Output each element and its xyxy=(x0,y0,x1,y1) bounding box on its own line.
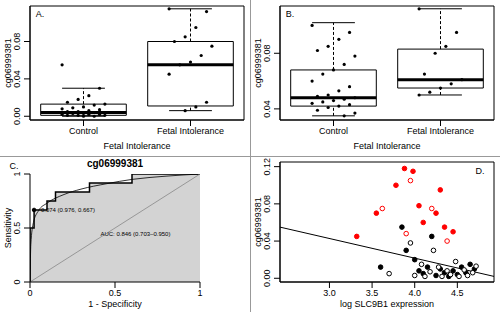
svg-text:4.5: 4.5 xyxy=(451,288,464,298)
html-text:cg06999381: cg06999381 xyxy=(252,197,263,247)
svg-text:Control: Control xyxy=(69,126,98,136)
svg-text:3.5: 3.5 xyxy=(366,288,379,298)
html-text:B.: B. xyxy=(285,8,295,19)
svg-text:0.04: 0.04 xyxy=(262,100,272,118)
svg-text:4.0: 4.0 xyxy=(408,288,421,298)
svg-text:0.04: 0.04 xyxy=(12,70,22,88)
html-text:cg06999381: cg06999381 xyxy=(86,158,144,169)
svg-text:AUC: 0.846 (0.703–0.950): AUC: 0.846 (0.703–0.950) xyxy=(100,231,170,237)
svg-text:0.5: 0.5 xyxy=(109,288,122,298)
html-text:log SLC9B1 expression: log SLC9B1 expression xyxy=(340,298,434,309)
svg-text:0.08: 0.08 xyxy=(12,33,22,51)
html-text:cg06999381: cg06999381 xyxy=(2,38,13,88)
svg-text:0.074 (0.976, 0.667): 0.074 (0.976, 0.667) xyxy=(41,207,95,213)
svg-text:0.5: 0.5 xyxy=(12,222,22,235)
html-text:1 - Specificity: 1 - Specificity xyxy=(88,298,142,309)
html-text:D.: D. xyxy=(475,165,485,176)
svg-text:0.08: 0.08 xyxy=(262,45,272,63)
svg-text:0: 0 xyxy=(27,288,32,298)
svg-text:0.00: 0.00 xyxy=(12,107,22,125)
svg-text:0.04: 0.04 xyxy=(262,232,272,250)
svg-text:Fetal Intolerance: Fetal Intolerance xyxy=(407,126,474,136)
html-text:Sensitivity: Sensitivity xyxy=(2,207,13,249)
html-text:cg06999381: cg06999381 xyxy=(252,38,263,88)
svg-text:0.08: 0.08 xyxy=(262,195,272,213)
svg-text:0.12: 0.12 xyxy=(262,158,272,176)
svg-text:Control: Control xyxy=(319,126,348,136)
svg-text:Fetal Intolerance: Fetal Intolerance xyxy=(157,126,224,136)
html-text:Fetal Intolerance: Fetal Intolerance xyxy=(103,140,171,151)
html-text:A.: A. xyxy=(35,8,45,19)
svg-text:1: 1 xyxy=(197,288,202,298)
svg-text:0: 0 xyxy=(12,279,22,284)
svg-text:0.00: 0.00 xyxy=(262,270,272,288)
svg-text:1: 1 xyxy=(12,171,22,176)
html-text:Fetal Intolerance: Fetal Intolerance xyxy=(353,140,421,151)
svg-text:3.0: 3.0 xyxy=(323,288,336,298)
html-text:C.: C. xyxy=(9,160,19,171)
